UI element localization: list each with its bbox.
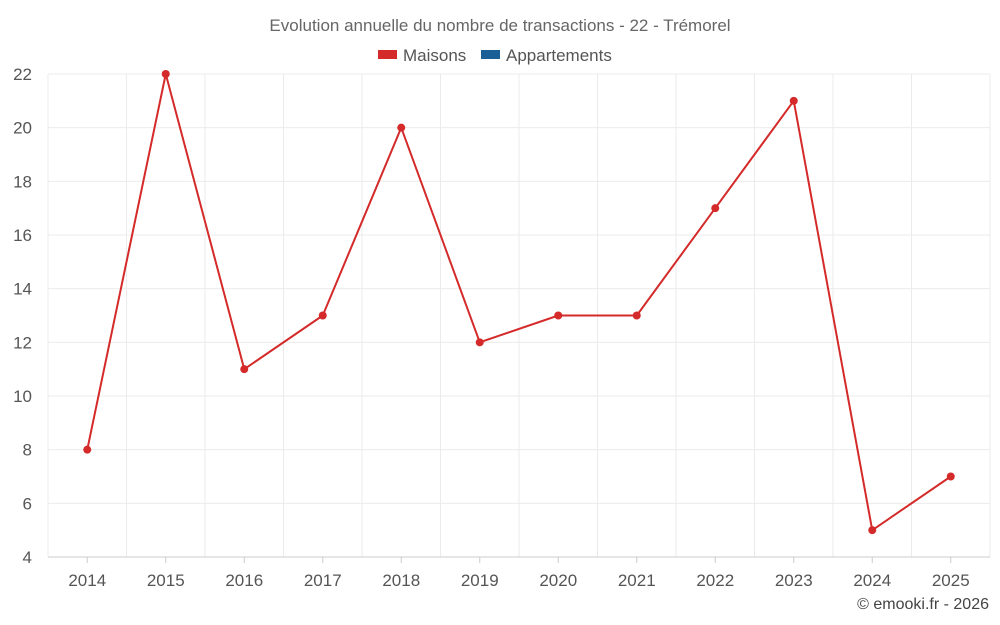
x-axis-ticks: 2014 2015 2016 2017 2018 2019 2020 2021 2022 2023… [68, 557, 970, 590]
legend-swatch-maisons[interactable] [378, 50, 397, 59]
y-tick-label: 20 [13, 119, 32, 138]
y-tick-label: 14 [13, 280, 32, 299]
data-point-2020[interactable] [554, 311, 563, 320]
data-point-2016[interactable] [240, 365, 249, 374]
data-point-2015[interactable] [161, 70, 170, 78]
series-line-maisons [86, 73, 952, 532]
legend-swatch-appartements[interactable] [481, 50, 500, 59]
data-point-2018[interactable] [397, 123, 406, 132]
x-tick-label-2021: 2021 [618, 571, 656, 590]
y-tick-label: 16 [13, 226, 32, 245]
x-tick-label-2025: 2025 [932, 571, 970, 590]
data-point-2022[interactable] [711, 204, 720, 213]
y-tick-label: 10 [13, 387, 32, 406]
x-tick-label-2023: 2023 [775, 571, 813, 590]
watermark: © emooki.fr - 2026 [857, 596, 989, 613]
data-point-2023[interactable] [789, 96, 798, 105]
y-tick-label: 18 [13, 172, 32, 191]
data-point-2019[interactable] [475, 338, 484, 347]
x-tick-label-2018: 2018 [382, 571, 420, 590]
x-tick-label-2015: 2015 [147, 571, 185, 590]
x-tick-label-2014: 2014 [68, 571, 106, 590]
data-point-2021[interactable] [632, 311, 641, 320]
legend-label-appartements[interactable]: Appartements [506, 46, 612, 65]
series-maisons [83, 70, 955, 535]
x-tick-label-2016: 2016 [225, 571, 263, 590]
x-tick-label-2024: 2024 [853, 571, 891, 590]
grid [47, 73, 991, 558]
data-point-2025[interactable] [946, 472, 955, 481]
y-tick-label: 12 [13, 333, 32, 352]
chart-title: Evolution annuelle du nombre de transact… [269, 16, 730, 35]
x-tick-label-2022: 2022 [696, 571, 734, 590]
data-point-2014[interactable] [83, 445, 92, 454]
y-tick-label: 22 [13, 65, 32, 84]
x-tick-label-2019: 2019 [461, 571, 499, 590]
x-tick-label-2017: 2017 [304, 571, 342, 590]
legend: Maisons Appartements [378, 46, 612, 65]
x-tick-label-2020: 2020 [539, 571, 577, 590]
y-tick-label: 6 [23, 494, 32, 513]
legend-label-maisons[interactable]: Maisons [403, 46, 466, 65]
data-point-2024[interactable] [868, 526, 877, 535]
y-tick-label: 8 [23, 441, 32, 460]
data-point-2017[interactable] [318, 311, 327, 320]
y-axis-ticks: 4 6 8 10 12 14 16 18 20 22 [13, 65, 32, 567]
y-tick-label: 4 [23, 548, 32, 567]
